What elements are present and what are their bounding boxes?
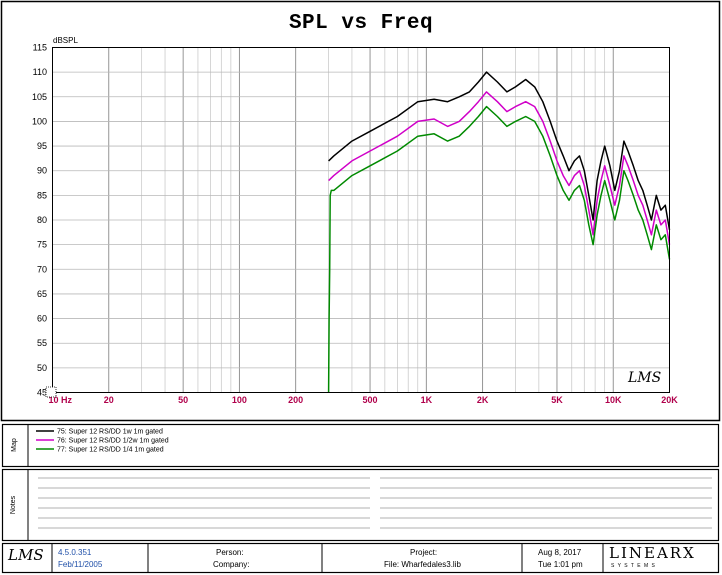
x-tick-label: 50: [178, 395, 188, 405]
y-tick-label: 105: [32, 92, 47, 102]
notes-lines: [38, 477, 712, 529]
y-tick-label: 85: [37, 190, 47, 200]
map-label: Map: [11, 438, 18, 452]
x-tick-labels: 10 Hz 20 50 100 200 500 1K 2K 5K 10K 20K: [49, 395, 679, 405]
notes-panel: [1, 468, 720, 542]
series-line: [328, 71, 671, 231]
y-tick-label: 90: [37, 166, 47, 176]
y-tick-label: 80: [37, 215, 47, 225]
x-tick-label: 500: [363, 395, 378, 405]
series-line: [328, 91, 671, 245]
lms-logo: LMS: [8, 546, 44, 564]
y-axis-label: dBSPL: [53, 36, 78, 45]
y-tick-label: 115: [33, 43, 47, 53]
x-tick-label: 10K: [605, 395, 622, 405]
x-tick-label: 100: [232, 395, 247, 405]
y-tick-label: 70: [37, 264, 47, 274]
notes-label: Notes: [10, 495, 17, 515]
x-tick-label: 5K: [551, 395, 563, 405]
grid: [52, 47, 670, 393]
series-line: [327, 105, 671, 393]
legend: 75: Super 12 RS/DD 1w 1m gated 76: Super …: [36, 429, 169, 454]
map-panel: [1, 423, 720, 468]
version-number: 4.5.0.351: [58, 548, 92, 557]
footer-date: Aug 8, 2017: [538, 548, 582, 557]
x-tick-label: 200: [288, 395, 303, 405]
plot-lms-logo: LMS: [628, 370, 662, 386]
x-tick-label: 20K: [661, 395, 678, 405]
x-tick-label: 10 Hz: [49, 395, 73, 405]
y-tick-label: 95: [37, 141, 47, 151]
linearx-brand: LINEARX: [609, 544, 696, 562]
person-label: Person:: [216, 548, 244, 557]
company-label: Company:: [213, 560, 250, 569]
y-tick-label: 60: [37, 314, 47, 324]
x-tick-label: 2K: [477, 395, 489, 405]
series-lines: [327, 71, 671, 393]
linearx-sub: S Y S T E M S: [611, 563, 656, 569]
y-tick-label: 110: [33, 67, 47, 77]
file-label: File: Wharfedales3.lib: [384, 560, 461, 569]
project-label: Project:: [410, 548, 438, 557]
origin-marker: [45, 386, 57, 398]
version-date: Feb/11/2005: [58, 560, 103, 569]
y-tick-label: 55: [37, 338, 47, 348]
x-tick-label: 20: [104, 395, 114, 405]
x-tick-label: 1K: [421, 395, 433, 405]
legend-entry: 76: Super 12 RS/DD 1/2w 1m gated: [57, 438, 169, 445]
y-tick-label: 65: [37, 289, 47, 299]
footer-time: Tue 1:01 pm: [538, 560, 583, 569]
y-tick-label: 45: [37, 388, 47, 398]
chart-title: SPL vs Freq: [288, 12, 434, 35]
y-tick-label: 100: [32, 116, 47, 126]
legend-entry: 75: Super 12 RS/DD 1w 1m gated: [57, 429, 163, 436]
y-tick-label: 75: [37, 240, 47, 250]
footer-panel: [1, 542, 720, 574]
y-tick-label: 50: [37, 363, 47, 373]
legend-entry: 77: Super 12 RS/DD 1/4 1m gated: [57, 447, 164, 454]
y-tick-labels: 45 50 55 60 65 70 75 80 85 90 95 100 105 110 115: [32, 43, 47, 398]
